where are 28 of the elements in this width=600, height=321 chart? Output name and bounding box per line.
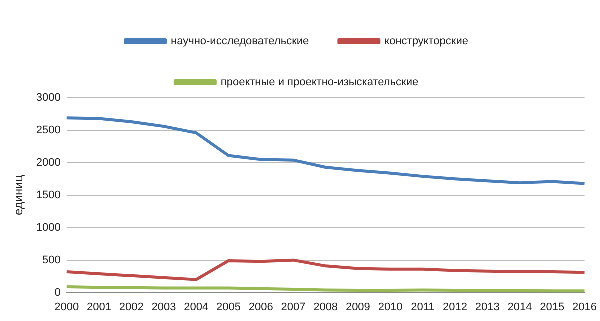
y-axis-title: единиц — [12, 175, 26, 216]
y-tick-label: 2000 — [36, 156, 61, 169]
legend-label: проектные и проектно-изыскательские — [220, 76, 419, 89]
x-tick-label: 2011 — [411, 301, 435, 314]
y-tick-label: 1000 — [36, 222, 61, 234]
x-tick-label: 2006 — [248, 301, 274, 314]
legend-label: конструкторские — [384, 36, 468, 48]
x-tick-label: 2004 — [184, 301, 209, 314]
x-tick-label: 2001 — [86, 301, 112, 314]
y-tick-label: 1500 — [36, 189, 61, 202]
y-tick-label: 500 — [42, 254, 61, 266]
y-tick-label: 0 — [54, 286, 61, 299]
x-tick-label: 2013 — [475, 301, 500, 314]
x-tick-label: 2005 — [216, 301, 241, 314]
x-tick-label: 2012 — [443, 301, 468, 314]
legend-label: научно-исследовательские — [171, 36, 310, 48]
x-tick-label: 2007 — [281, 301, 306, 314]
y-tick-label: 2500 — [36, 124, 61, 136]
y-tick-label: 3000 — [36, 92, 61, 104]
x-tick-label: 2000 — [54, 301, 80, 314]
x-tick-label: 2009 — [346, 301, 370, 314]
x-tick-label: 2014 — [508, 301, 532, 314]
x-tick-label: 2002 — [119, 301, 144, 314]
x-tick-label: 2008 — [314, 301, 338, 314]
x-tick-label: 2016 — [572, 301, 598, 314]
x-tick-label: 2010 — [378, 301, 403, 314]
x-tick-label: 2003 — [152, 301, 176, 314]
x-tick-label: 2015 — [540, 301, 565, 314]
